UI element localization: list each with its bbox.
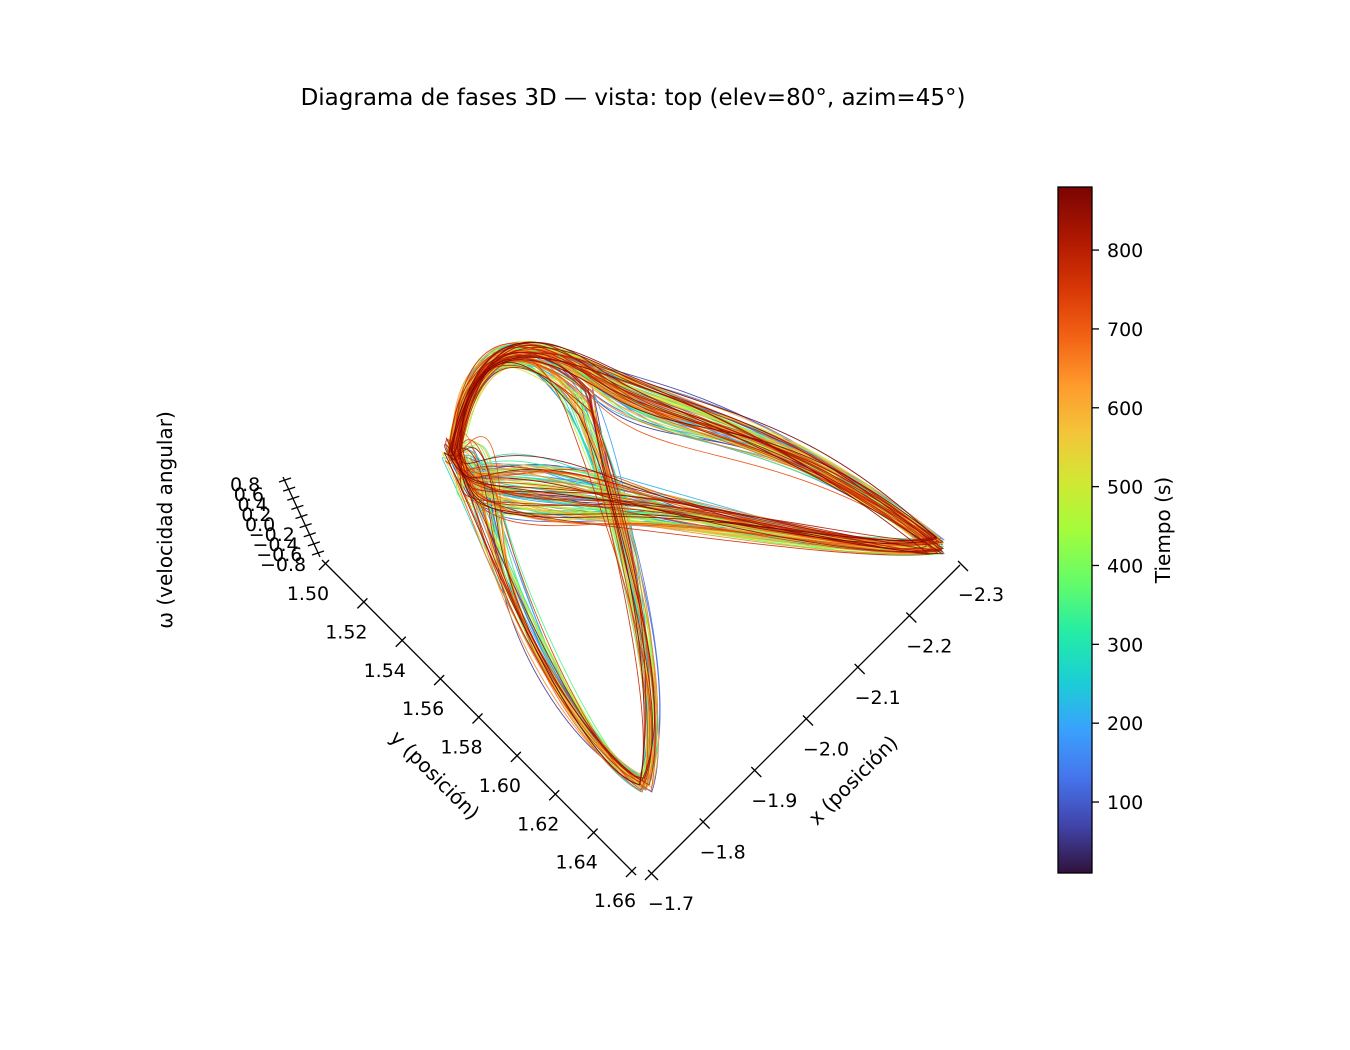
trajectory-segment	[445, 367, 647, 786]
colorbar-tick-label: 300	[1107, 634, 1143, 656]
trajectory-segment	[457, 349, 931, 554]
x-tick-mark	[750, 766, 762, 778]
z-tick-mark	[311, 550, 325, 556]
trajectory-segment	[450, 357, 659, 793]
colorbar-tick-label: 700	[1107, 319, 1143, 341]
trajectory-segment	[458, 352, 938, 554]
y-tick-label: 1.60	[479, 775, 521, 797]
trajectory-segment	[448, 342, 938, 544]
trajectory-segment	[447, 354, 654, 787]
y-tick-mark	[625, 866, 637, 878]
z-tick-mark	[291, 504, 304, 510]
colorbar-tick-label: 500	[1107, 477, 1143, 499]
y-tick-mark	[510, 751, 522, 763]
x-tick-label: −1.8	[700, 842, 746, 864]
z-tick-label: 0.2	[241, 504, 271, 526]
y-tick-label: 1.58	[440, 737, 482, 759]
z-tick-label: −0.2	[249, 524, 295, 546]
x-tick-mark	[854, 663, 866, 675]
trajectory-segment	[447, 364, 649, 785]
colorbar-tick-label: 200	[1107, 713, 1143, 735]
x-tick-label: −2.2	[906, 636, 952, 658]
x-tick-label: −2.3	[958, 584, 1004, 606]
x-axis-line	[644, 564, 961, 881]
x-tick-mark	[699, 818, 711, 829]
z-tick-label: 0.8	[230, 474, 260, 496]
y-tick-label: 1.66	[594, 890, 636, 912]
x-tick-mark	[802, 715, 814, 726]
trajectory-segment	[455, 346, 928, 550]
z-tick-mark	[278, 477, 292, 483]
colorbar: 100 200 300 400 500 600 700 800 Tiempo (s)	[1057, 186, 1175, 874]
trajectory-segment	[448, 359, 651, 793]
trajectory-segment	[453, 342, 939, 556]
colorbar-tick-label: 800	[1107, 240, 1143, 262]
y-tick-mark	[395, 636, 407, 648]
y-tick-label: 1.50	[287, 583, 329, 605]
colorbar-gradient	[1057, 186, 1093, 874]
trajectory-segment	[459, 356, 930, 555]
x-tick-label: −2.1	[855, 687, 901, 709]
trajectory-segment	[451, 365, 654, 787]
trajectory-segment	[453, 351, 945, 552]
colorbar-tick-label: 100	[1107, 792, 1143, 814]
y-tick-label: 1.62	[517, 813, 559, 835]
z-tick-label: 0.4	[238, 494, 268, 516]
trajectory-segment	[448, 344, 934, 545]
x-tick-mark	[905, 612, 917, 623]
y-tick-label: 1.56	[402, 698, 444, 720]
z-tick-label: −0.4	[253, 534, 299, 556]
chart-title: Diagrama de fases 3D — vista: top (elev=…	[301, 85, 966, 111]
z-axis: 0.80.60.40.20.0−0.2−0.4−0.6−0.8 ω (veloc…	[153, 411, 325, 629]
z-tick-mark	[303, 532, 316, 538]
z-tick-mark	[282, 486, 296, 492]
z-tick-mark	[299, 523, 312, 529]
x-tick-mark	[647, 869, 659, 881]
trajectory-segment	[454, 352, 653, 779]
y-tick-mark	[433, 674, 445, 686]
y-tick-label: 1.64	[555, 852, 597, 874]
trajectory-segment	[447, 360, 649, 791]
colorbar-label: Tiempo (s)	[1151, 477, 1175, 584]
trajectory-segment	[450, 359, 938, 542]
trajectory-segment	[449, 363, 649, 784]
z-tick-mark	[295, 513, 308, 520]
x-tick-mark	[957, 560, 969, 572]
z-tick-label: 0.0	[245, 514, 275, 536]
y-tick-mark	[587, 828, 599, 840]
y-tick-mark	[356, 597, 368, 609]
x-axis: −1.7−1.8−1.9−2.0−2.1−2.2−2.3 x (posición…	[644, 560, 1004, 915]
colorbar-tick-label: 600	[1107, 398, 1143, 420]
trajectory-segment	[447, 348, 940, 542]
z-tick-mark	[287, 495, 300, 501]
z-axis-label: ω (velocidad angular)	[153, 411, 177, 629]
z-tick-mark	[307, 541, 321, 547]
trajectory-segment	[457, 350, 930, 554]
x-tick-label: −2.0	[803, 739, 849, 761]
trajectory-segment	[455, 349, 943, 553]
x-tick-label: −1.9	[751, 790, 797, 812]
trajectory-segment	[443, 362, 645, 786]
z-tick-label: −0.6	[256, 544, 302, 566]
y-tick-mark	[318, 559, 330, 571]
z-tick-label: 0.6	[234, 484, 264, 506]
trajectory-segment	[450, 346, 944, 552]
z-tick-label: −0.8	[260, 554, 306, 576]
trajectory-segment	[445, 364, 644, 783]
y-tick-label: 1.52	[325, 621, 367, 643]
trajectory-layer	[441, 340, 945, 793]
x-tick-label: −1.7	[648, 893, 694, 915]
y-tick-mark	[472, 713, 483, 724]
colorbar-tick-label: 400	[1107, 555, 1143, 577]
y-tick-mark	[548, 789, 560, 801]
trajectory-segment	[441, 357, 649, 793]
y-tick-label: 1.54	[364, 660, 406, 682]
